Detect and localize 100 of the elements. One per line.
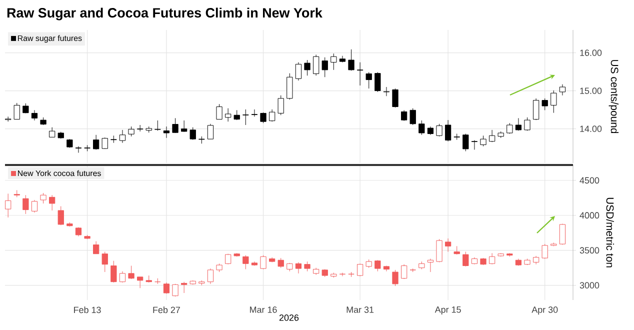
candlestick [181, 282, 188, 294]
candlestick [410, 108, 416, 126]
y-tick-label: 16.00 [580, 50, 602, 56]
candlestick [366, 72, 372, 89]
candlestick [436, 124, 442, 137]
x-axis-title: 2026 [279, 314, 299, 321]
candlestick [444, 120, 452, 142]
candlestick [207, 124, 214, 140]
candlestick [102, 137, 108, 150]
candlestick [14, 102, 20, 120]
candlestick [454, 133, 460, 140]
candlestick [462, 251, 469, 267]
candlestick [234, 110, 240, 120]
x-tick-label: Mar 31 [346, 306, 374, 313]
candlestick [295, 262, 302, 274]
candlestick [322, 57, 328, 78]
candlestick [31, 110, 38, 121]
candlestick [330, 53, 337, 70]
y-axis-title: USD/metric ton [606, 198, 614, 268]
y-tick-label: 4000 [580, 212, 600, 219]
candlestick [400, 110, 408, 122]
candlestick [356, 62, 364, 86]
candlestick [58, 206, 64, 226]
candlestick [295, 62, 302, 81]
chart-title: Raw Sugar and Cocoa Futures Climb in New York [7, 8, 322, 20]
candlestick [427, 258, 434, 272]
candlestick [49, 127, 56, 138]
candlestick [436, 238, 442, 262]
candlestick [348, 272, 354, 278]
candlestick [515, 118, 522, 131]
candlestick [154, 278, 161, 284]
candlestick [356, 263, 364, 276]
candlestick [480, 135, 486, 147]
candlestick [154, 120, 161, 131]
candlestick [225, 108, 232, 122]
candlestick [242, 109, 249, 126]
x-tick-label: Feb 13 [74, 306, 101, 314]
candlestick [339, 56, 346, 63]
candlestick [542, 244, 548, 259]
candlestick [40, 192, 46, 204]
y-tick-label: 4500 [580, 177, 600, 184]
candlestick [269, 109, 276, 122]
candlestick [242, 254, 249, 270]
candlestick [119, 271, 126, 283]
candlestick [216, 104, 222, 120]
x-tick-label: Feb 27 [153, 306, 180, 314]
candlestick [532, 98, 540, 120]
candlestick [110, 135, 117, 144]
candlestick [163, 126, 170, 138]
candlestick [172, 284, 178, 297]
candlestick [207, 268, 214, 284]
candlestick [383, 86, 390, 96]
candlestick [304, 60, 310, 76]
y-tick-label: 3500 [580, 247, 600, 254]
candlestick [488, 252, 496, 265]
candlestick [312, 54, 320, 76]
candlestick [128, 265, 134, 280]
x-tick-label: Mar 16 [250, 306, 277, 313]
candlestick [278, 258, 284, 268]
candlestick [444, 238, 452, 252]
candlestick [392, 88, 398, 108]
y-tick-label: 3000 [580, 282, 600, 288]
candlestick [75, 146, 82, 153]
candlestick [22, 194, 29, 214]
candlestick [110, 260, 117, 283]
candlestick [374, 260, 381, 272]
candlestick [172, 118, 178, 134]
candlestick [31, 200, 38, 213]
candlestick [119, 130, 126, 144]
candlestick [260, 254, 266, 270]
candlestick [550, 90, 557, 114]
candlestick [304, 261, 310, 272]
candlestick [128, 126, 134, 137]
candlestick [251, 109, 258, 117]
candlestick [137, 124, 144, 132]
candlestick [49, 194, 56, 211]
candlestick [137, 276, 144, 288]
candlestick [471, 140, 478, 150]
candlestick [559, 84, 566, 96]
candlestick [181, 120, 188, 132]
candlestick [542, 98, 548, 110]
candlestick [488, 130, 496, 142]
candlestick [93, 240, 100, 254]
y-tick-label: 14.00 [580, 126, 602, 132]
candlestick [462, 133, 469, 152]
candlestick [278, 95, 284, 116]
candlestick [524, 117, 530, 131]
candlestick [286, 73, 293, 100]
candlestick [93, 134, 100, 150]
candlestick [418, 120, 425, 136]
candlestick [348, 49, 354, 71]
candlestick [374, 72, 381, 92]
candlestick [190, 127, 196, 140]
candlestick [260, 112, 266, 124]
candlestick [383, 265, 390, 272]
x-tick-label: Apr 15 [434, 306, 461, 315]
y-axis-title: US cents/pound [608, 60, 619, 134]
y-tick-label: 15.00 [580, 88, 602, 94]
candlestick [392, 270, 398, 286]
x-tick-label: Apr 30 [532, 306, 558, 315]
